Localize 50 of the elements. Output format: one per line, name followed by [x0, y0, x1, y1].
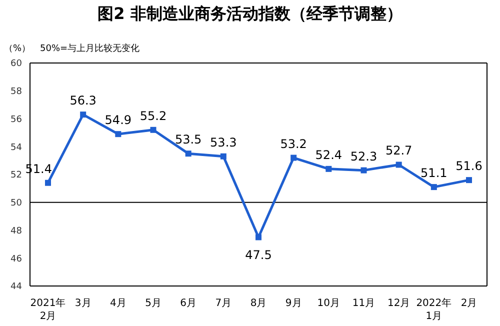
x-tick-label: 9月	[285, 298, 302, 309]
x-tick-label: 2021年 2月	[30, 297, 66, 322]
x-tick-label: 12月	[387, 298, 410, 309]
x-tick-label: 10月	[317, 298, 340, 309]
x-tick-label: 2022年 1月	[416, 297, 452, 322]
y-tick-label: 44	[10, 282, 22, 292]
data-label: 47.5	[245, 248, 272, 262]
x-tick-label: 11月	[352, 298, 376, 309]
point	[115, 131, 122, 138]
data-label: 53.3	[210, 135, 237, 150]
point	[256, 234, 262, 240]
chart-title: 图2 非制造业商务活动指数（经季节调整）	[96, 4, 404, 25]
data-label: 52.3	[350, 149, 378, 164]
point	[220, 153, 226, 160]
data-label: 52.7	[385, 144, 412, 158]
data-label: 52.4	[315, 148, 342, 162]
x-tick-label: 6月	[180, 298, 197, 309]
point	[150, 126, 156, 133]
data-label: 56.3	[70, 94, 96, 108]
data-label: 55.2	[140, 108, 167, 123]
data-label: 53.5	[174, 132, 202, 147]
x-tick-label: 3月	[74, 298, 92, 309]
data-label: 51.6	[456, 159, 482, 174]
y-tick-label: 52	[10, 170, 22, 181]
point	[430, 184, 437, 190]
point	[360, 167, 367, 174]
x-tick-label: 4月	[110, 298, 126, 309]
data-label: 54.9	[104, 113, 132, 128]
text: 50%=与上月比较无变化	[40, 42, 140, 55]
data-label: 53.2	[280, 136, 307, 151]
data-label: 51.1	[420, 166, 448, 180]
x-tick-label: 7月	[215, 298, 232, 309]
y-tick-label: 58	[10, 87, 22, 98]
x-tick-label: 8月	[250, 298, 267, 309]
y-tick-label: 46	[10, 254, 22, 264]
point	[290, 154, 297, 161]
point	[185, 150, 192, 157]
x-tick-label: 5月	[145, 298, 162, 309]
point	[466, 177, 472, 184]
point	[396, 162, 402, 168]
point	[326, 166, 332, 172]
y-tick-label: 54	[10, 142, 22, 153]
point	[80, 112, 86, 118]
y-tick-label: 48	[10, 226, 22, 236]
x-tick-label: 2月	[460, 298, 478, 309]
y-tick-label: 56	[10, 114, 22, 125]
point	[45, 180, 51, 186]
y-tick-label: 50	[10, 198, 22, 209]
y-tick-label: 60	[10, 59, 22, 70]
y-axis-title: （%）	[4, 43, 31, 55]
